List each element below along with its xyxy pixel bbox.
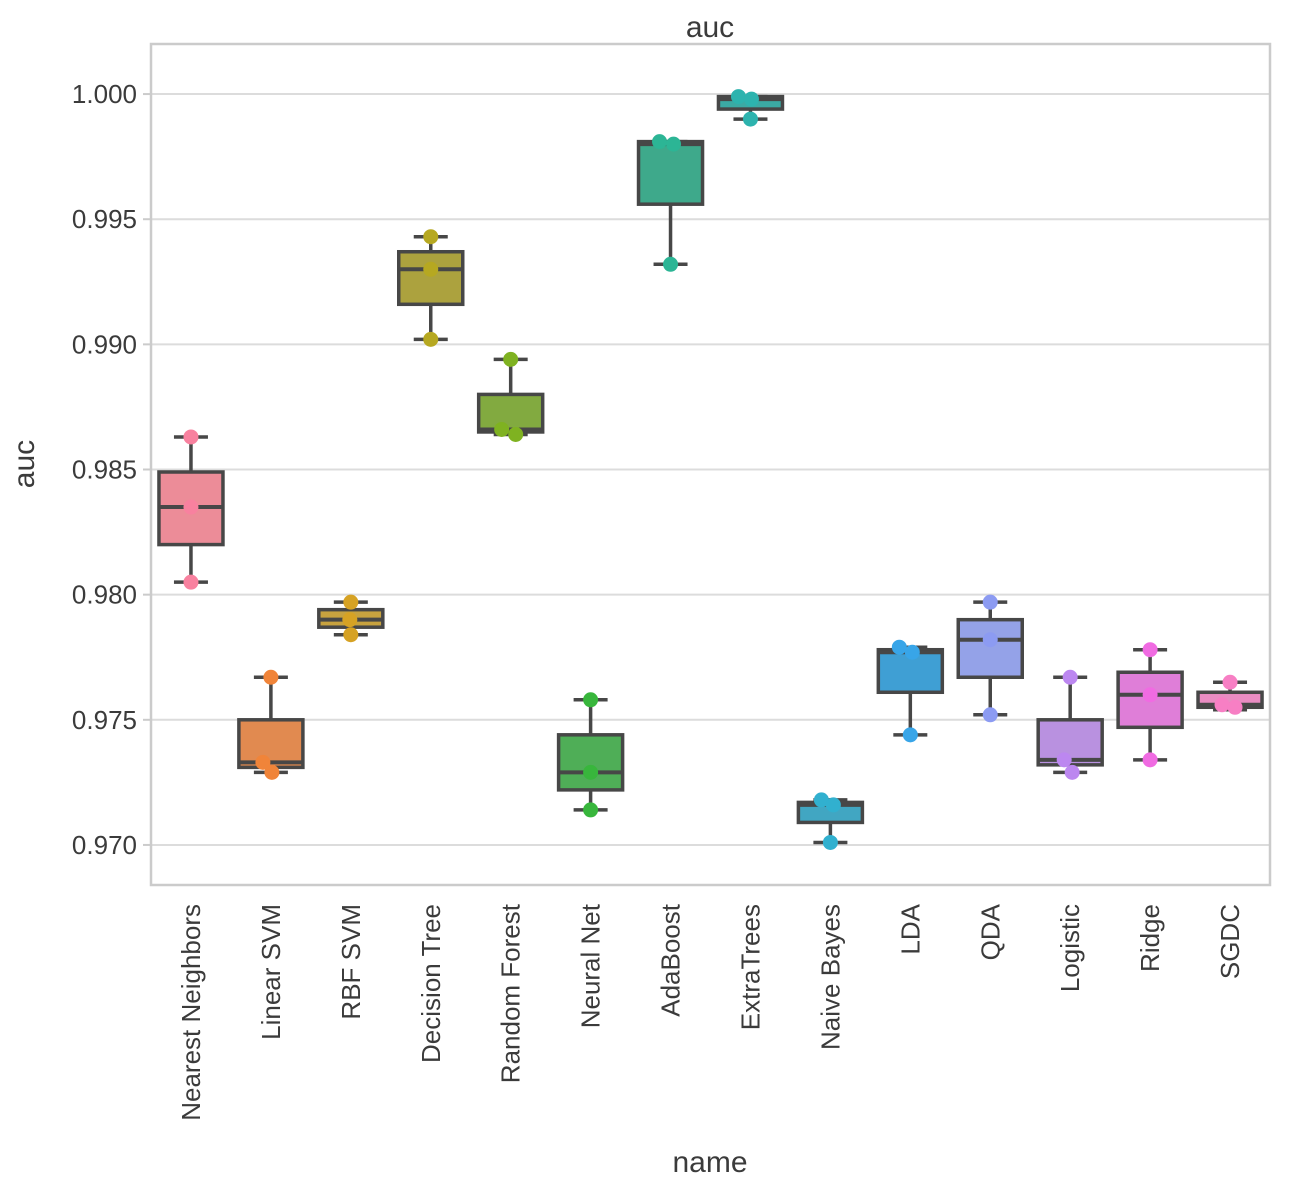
data-point: [494, 421, 510, 437]
data-point: [1062, 669, 1078, 685]
data-point: [652, 134, 668, 150]
x-tick-label-linear-svm: Linear SVM: [256, 904, 286, 1040]
x-tick-label-naive-bayes: Naive Bayes: [815, 904, 845, 1050]
box-neural-net: [556, 733, 625, 792]
y-tick-label: 0.995: [72, 204, 137, 234]
data-point: [730, 89, 746, 105]
data-point: [1142, 687, 1158, 703]
x-axis-label: name: [672, 1146, 747, 1179]
x-tick-label-random-forest: Random Forest: [496, 903, 526, 1083]
x-tick-label-rbf-svm: RBF SVM: [336, 904, 366, 1020]
plot-border: [149, 42, 1272, 887]
data-point: [1064, 764, 1080, 780]
x-tick-label-nearest-neighbors: Nearest Neighbors: [176, 904, 206, 1121]
data-point: [343, 627, 359, 643]
x-tick-label-logistic: Logistic: [1055, 904, 1085, 992]
data-point: [822, 834, 838, 850]
data-point: [982, 594, 998, 610]
x-tick-label-ridge: Ridge: [1135, 904, 1165, 972]
box-adaboost: [636, 139, 705, 206]
y-tick-label: 0.970: [72, 830, 137, 860]
data-point: [255, 754, 271, 770]
data-point: [742, 111, 758, 127]
data-point: [423, 229, 439, 245]
chart-title: auc: [686, 11, 734, 44]
y-tick-label: 0.990: [72, 329, 137, 359]
data-point: [503, 351, 519, 367]
x-tick-label-neural-net: Neural Net: [576, 903, 606, 1028]
y-axis-label: auc: [8, 440, 41, 488]
y-tick-label: 0.985: [72, 455, 137, 485]
y-tick-label: 0.980: [72, 580, 137, 610]
data-point: [183, 429, 199, 445]
data-point: [982, 707, 998, 723]
x-tick-label-qda: QDA: [975, 903, 1005, 960]
data-point: [666, 136, 682, 152]
data-point: [904, 644, 920, 660]
data-point: [583, 764, 599, 780]
box-qda: [956, 617, 1024, 680]
x-tick-label-sgdc: SGDC: [1215, 904, 1245, 979]
data-point: [1142, 752, 1158, 768]
box-decision-tree: [397, 249, 465, 307]
data-point: [342, 612, 358, 628]
data-point: [583, 692, 599, 708]
data-point: [663, 256, 679, 272]
data-point: [982, 632, 998, 648]
data-point: [813, 792, 829, 808]
data-point: [583, 802, 599, 818]
data-point: [183, 499, 199, 515]
data-point: [423, 331, 439, 347]
data-point: [902, 727, 918, 743]
data-point: [1214, 697, 1230, 713]
data-point: [423, 261, 439, 277]
data-point: [183, 574, 199, 590]
x-tick-label-lda: LDA: [895, 903, 925, 954]
data-point: [1227, 699, 1243, 715]
x-tick-label-extratrees: ExtraTrees: [735, 904, 765, 1030]
data-point: [743, 91, 759, 107]
data-point: [343, 594, 359, 610]
data-point: [1056, 752, 1072, 768]
y-tick-label: 1.000: [72, 79, 137, 109]
box-linear-svm: [237, 718, 305, 770]
box-random-forest: [476, 392, 545, 434]
data-point: [1142, 642, 1158, 658]
data-point: [264, 764, 280, 780]
data-point: [1222, 674, 1238, 690]
y-tick-label: 0.975: [72, 705, 137, 735]
data-point: [263, 669, 279, 685]
x-tick-label-adaboost: AdaBoost: [656, 903, 686, 1017]
data-point: [825, 797, 841, 813]
data-point: [891, 639, 907, 655]
data-point: [508, 426, 524, 442]
x-tick-label-decision-tree: Decision Tree: [416, 904, 446, 1063]
